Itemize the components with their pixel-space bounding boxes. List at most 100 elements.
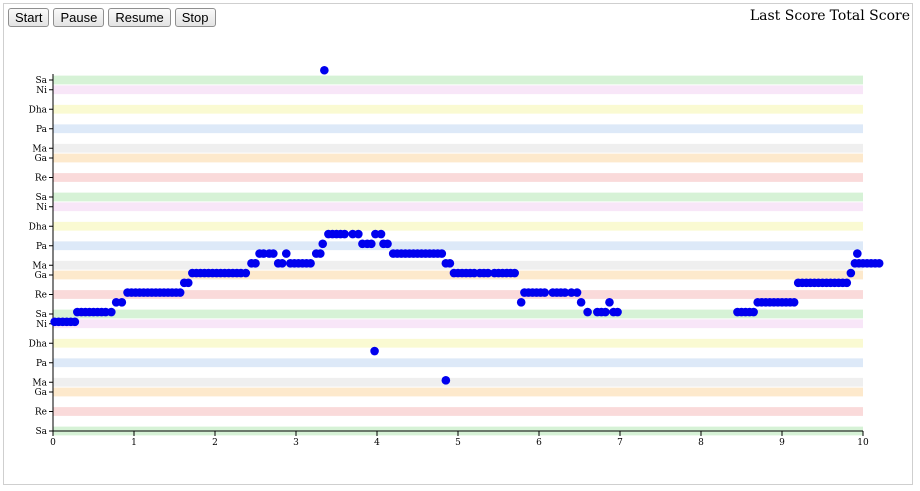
y-tick-label: Pa <box>36 359 48 369</box>
y-tick-label: Ga <box>34 154 47 164</box>
note-band <box>53 173 863 182</box>
pitch-point <box>441 376 451 385</box>
chart-axes: SaReGaMaPaDhaNiSaReGaMaPaDhaNiSaReGaMaPa… <box>29 74 869 448</box>
x-tick-label: 2 <box>212 438 218 448</box>
pitch-point <box>383 239 392 249</box>
pitch-point <box>605 298 614 307</box>
note-band <box>53 338 863 348</box>
pitch-point <box>320 65 329 75</box>
pitch-point <box>853 249 862 258</box>
pitch-point <box>540 288 549 297</box>
x-tick-label: 3 <box>293 438 299 448</box>
pitch-point <box>367 239 376 249</box>
x-tick-label: 8 <box>698 438 704 448</box>
x-tick-label: 0 <box>50 438 56 448</box>
y-tick-label: Dha <box>29 339 48 349</box>
pitch-point <box>370 346 379 356</box>
y-tick-label: Sa <box>35 193 47 203</box>
pitch-point <box>576 298 586 307</box>
note-band <box>53 75 863 85</box>
stop-button[interactable]: Stop <box>174 8 216 27</box>
y-tick-label: Pa <box>36 125 48 135</box>
y-tick-label: Ma <box>32 144 47 154</box>
y-tick-label: Ma <box>32 261 47 271</box>
app-frame <box>3 3 913 485</box>
y-tick-label: Sa <box>35 427 47 437</box>
pitch-point <box>241 268 251 278</box>
note-band <box>53 407 863 416</box>
pitch-point <box>874 259 884 268</box>
note-band <box>53 104 863 114</box>
toolbar: Start Pause Resume Stop <box>8 8 216 27</box>
x-tick-label: 10 <box>857 438 869 448</box>
pitch-point <box>251 259 260 268</box>
pitch-point <box>117 298 127 307</box>
x-tick-label: 1 <box>131 438 137 448</box>
last-score-label: Last Score <box>749 8 826 24</box>
pitch-point <box>601 307 610 317</box>
pitch-point <box>749 307 758 317</box>
note-band <box>53 319 863 329</box>
pitch-point <box>376 229 386 239</box>
pitch-point <box>516 298 526 307</box>
pause-button[interactable]: Pause <box>53 8 105 27</box>
pitch-point <box>842 278 852 288</box>
pitch-points <box>50 65 884 385</box>
y-tick-label: Ma <box>32 378 47 388</box>
y-tick-label: Re <box>35 174 47 184</box>
pitch-point <box>572 288 582 297</box>
note-band <box>53 221 863 231</box>
note-band <box>53 260 863 270</box>
pitch-point <box>183 278 193 288</box>
pitch-point <box>445 259 455 268</box>
total-score-label: Total Score <box>829 8 910 24</box>
y-tick-label: Re <box>35 291 47 301</box>
pitch-point <box>277 259 287 268</box>
note-band <box>53 143 863 153</box>
x-tick-label: 9 <box>779 438 785 448</box>
pitch-point <box>510 268 519 278</box>
pitch-point <box>613 307 622 317</box>
start-button[interactable]: Start <box>8 8 50 27</box>
pitch-point <box>175 288 185 297</box>
note-band <box>53 153 863 163</box>
x-tick-label: 4 <box>374 438 380 448</box>
note-band <box>53 85 863 95</box>
y-tick-label: Ni <box>36 86 47 96</box>
pitch-point <box>269 249 278 258</box>
y-tick-label: Ni <box>36 203 47 213</box>
y-tick-label: Dha <box>29 222 48 232</box>
pitch-point <box>281 249 291 258</box>
pitch-point <box>318 239 328 249</box>
pitch-point <box>316 249 325 258</box>
score-display: Last Score Total Score <box>750 8 910 24</box>
note-band <box>53 290 863 299</box>
pitch-point <box>354 229 363 239</box>
pitch-point <box>560 288 570 297</box>
pitch-point <box>483 268 493 278</box>
y-tick-label: Sa <box>35 76 47 86</box>
note-band <box>53 202 863 212</box>
pitch-point <box>306 259 315 268</box>
y-tick-label: Re <box>35 408 47 418</box>
note-bands <box>53 75 863 436</box>
y-tick-label: Sa <box>35 310 47 320</box>
note-band <box>53 387 863 397</box>
pitch-point <box>70 317 80 327</box>
resume-button[interactable]: Resume <box>108 8 171 27</box>
y-tick-label: Ga <box>34 271 47 281</box>
note-band <box>53 358 863 368</box>
pitch-point <box>583 307 592 317</box>
y-tick-label: Ni <box>36 320 47 330</box>
note-band <box>53 309 863 319</box>
note-band <box>53 241 863 251</box>
pitch-point <box>437 249 447 258</box>
y-tick-label: Pa <box>36 242 48 252</box>
x-tick-label: 6 <box>536 438 542 448</box>
pitch-point <box>107 307 116 317</box>
pitch-point <box>846 268 856 278</box>
pitch-point <box>340 229 349 239</box>
x-tick-label: 5 <box>455 438 461 448</box>
note-band <box>53 377 863 387</box>
